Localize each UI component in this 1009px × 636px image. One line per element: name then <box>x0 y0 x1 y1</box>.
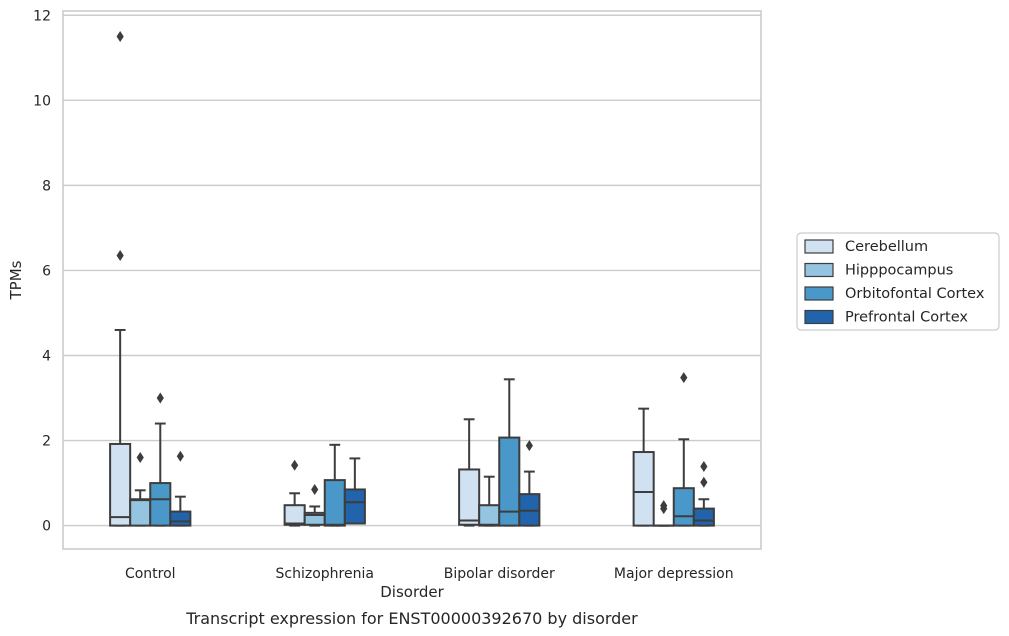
box-plot <box>323 443 346 527</box>
box-plot <box>478 475 501 527</box>
box-plot <box>632 407 655 527</box>
box-iqr <box>498 436 521 527</box>
x-tick-label: Control <box>125 566 176 582</box>
box-iqr <box>672 487 695 527</box>
legend: Cerebellum Hipppocampus Orbitofontal Corte… <box>796 232 1000 331</box>
box-iqr <box>323 479 346 527</box>
legend-label: Orbitofontal Cortex <box>845 286 985 302</box>
outlier-point <box>680 372 688 384</box>
y-tick-label: 8 <box>42 178 51 194</box>
x-tick-labels: Control Schizophrenia Bipolar disorder Majo… <box>125 566 734 582</box>
box-iqr <box>149 482 172 527</box>
box-plot <box>518 440 541 527</box>
y-tick-label: 10 <box>33 93 51 109</box>
box-iqr <box>478 504 501 527</box>
box-plots <box>109 31 715 527</box>
outlier-point <box>525 440 533 452</box>
legend-swatch <box>804 239 834 254</box>
y-tick-label: 0 <box>42 519 51 535</box>
box-plot <box>169 450 192 527</box>
outlier-point <box>700 460 708 472</box>
box-plot <box>652 500 675 527</box>
box-iqr <box>169 510 192 527</box>
chart-caption: Transcript expression for ENST0000039267… <box>185 609 638 628</box>
box-iqr <box>458 468 481 526</box>
box-plot <box>498 378 521 527</box>
x-tick-label: Bipolar disorder <box>444 566 555 582</box>
box-iqr <box>129 498 152 527</box>
x-tick-label: Schizophrenia <box>276 566 374 582</box>
box-plot <box>458 418 481 527</box>
outlier-point <box>116 31 124 43</box>
y-tick-label: 6 <box>42 263 51 279</box>
legend-swatch <box>804 262 834 278</box>
outlier-point <box>176 450 184 462</box>
legend-label: Cerebellum <box>845 239 928 255</box>
legend-frame <box>796 232 1000 331</box>
box-plot <box>283 459 306 527</box>
box-plot <box>692 460 715 527</box>
legend-label: Hipppocampus <box>845 263 953 279</box>
box-plot <box>149 392 172 527</box>
box-plot <box>303 483 326 527</box>
plot-area-frame <box>62 10 762 550</box>
box-plot <box>343 457 366 525</box>
outlier-point <box>156 392 164 404</box>
outlier-point <box>291 459 299 471</box>
box-iqr <box>692 507 715 527</box>
legend-swatch <box>804 309 834 325</box>
box-plot <box>109 31 132 527</box>
box-iqr <box>283 504 306 526</box>
y-tick-label: 12 <box>33 8 51 24</box>
outlier-point <box>700 476 708 488</box>
box-iqr <box>343 488 366 525</box>
outlier-point <box>136 452 144 464</box>
y-tick-label: 2 <box>42 434 51 450</box>
outlier-point <box>311 483 319 495</box>
outlier-point <box>116 250 124 262</box>
box-plot <box>129 452 152 527</box>
box-iqr <box>632 451 655 527</box>
box-plot <box>672 372 695 527</box>
x-axis-title: Disorder <box>380 583 444 601</box>
legend-label: Prefrontal Cortex <box>845 310 968 326</box>
y-tick-label: 4 <box>42 348 51 364</box>
x-tick-label: Major depression <box>614 566 734 582</box>
grid-lines <box>63 14 761 527</box>
y-axis-title: TPMs <box>7 260 25 300</box>
legend-swatch <box>804 286 834 301</box>
y-tick-labels: 0 2 4 6 8 10 12 <box>33 8 51 534</box>
box-iqr <box>109 442 132 527</box>
outlier-point <box>660 500 668 512</box>
